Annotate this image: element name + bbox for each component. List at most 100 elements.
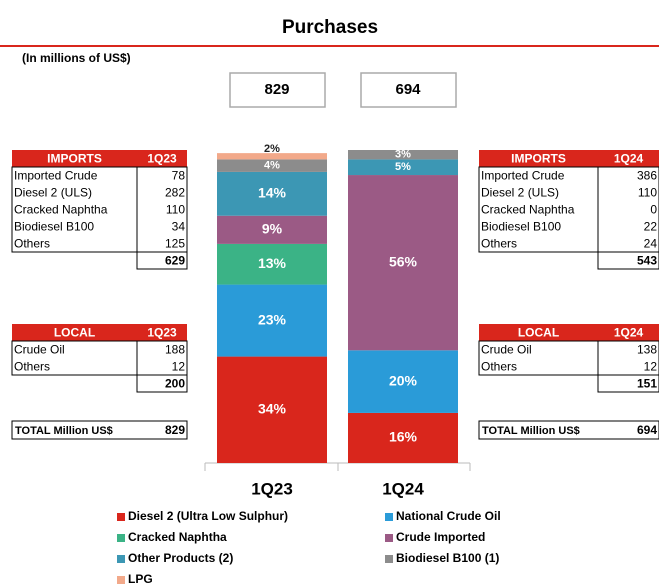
bar-segment	[348, 150, 458, 160]
subtitle: (In millions of US$)	[22, 51, 131, 65]
table-total-box	[136, 374, 188, 393]
bar-segment	[217, 171, 327, 216]
table-header-label: 1Q24	[614, 152, 644, 166]
table-cell: Diesel 2 (ULS)	[481, 186, 559, 200]
grand-total-value: 829	[165, 423, 185, 437]
bar-segment	[217, 153, 327, 160]
table-header-label: LOCAL	[54, 326, 95, 340]
total-box	[360, 72, 457, 108]
table-header-label: LOCAL	[518, 326, 559, 340]
bar-segment	[217, 243, 327, 285]
legend-swatch	[385, 555, 393, 563]
table-cell: Diesel 2 (ULS)	[14, 186, 92, 200]
legend-swatch	[117, 555, 125, 563]
grand-total-label: TOTAL Million US$	[482, 425, 580, 437]
table-header-label: IMPORTS	[47, 152, 102, 166]
x-tick-label: 1Q23	[251, 479, 293, 498]
bar-segment	[348, 159, 458, 176]
chart-title: Purchases	[282, 17, 378, 38]
bar-segment	[217, 356, 327, 463]
table-total: 543	[637, 254, 657, 268]
table-border	[11, 166, 188, 253]
total-box	[229, 72, 326, 108]
table-cell: Cracked Naphtha	[14, 203, 108, 217]
table-header-label: 1Q24	[614, 326, 644, 340]
table-border	[11, 340, 188, 376]
table-cell: Biodiesel B100	[481, 220, 561, 234]
bar-segment	[348, 350, 458, 413]
data-label: 5%	[395, 161, 411, 173]
table-cell: 125	[165, 237, 185, 251]
grand-total-box	[478, 420, 659, 440]
table-cell: Others	[14, 360, 50, 374]
table-cell: Others	[481, 237, 517, 251]
x-tick-label: 1Q24	[382, 479, 424, 498]
table-cell: Cracked Naphtha	[481, 203, 575, 217]
grand-total-box	[11, 420, 188, 440]
bar-segment	[217, 159, 327, 172]
table-total-box	[597, 251, 659, 270]
data-label: 23%	[258, 311, 287, 327]
data-label: 13%	[258, 255, 287, 271]
table-cell: 386	[637, 169, 657, 183]
table-header-label: IMPORTS	[511, 152, 566, 166]
table-cell: Others	[481, 360, 517, 374]
table-cell: 78	[172, 169, 186, 183]
legend-label: Diesel 2 (Ultra Low Sulphur)	[128, 509, 288, 523]
legend-label: LPG	[128, 572, 153, 586]
table-header-label: 1Q23	[147, 152, 177, 166]
table-border	[478, 166, 659, 253]
table-cell: Imported Crude	[481, 169, 565, 183]
legend-label: Other Products (2)	[128, 551, 233, 565]
table-cell: Imported Crude	[14, 169, 98, 183]
table-cell: 24	[644, 237, 658, 251]
table-cell: 12	[172, 360, 186, 374]
table-cell: 12	[644, 360, 658, 374]
grand-total-value: 694	[637, 423, 657, 437]
legend-label: Biodiesel B100 (1)	[396, 551, 499, 565]
data-label: 20%	[389, 372, 418, 388]
data-label: 9%	[262, 221, 283, 237]
legend-label: Crude Imported	[396, 530, 485, 544]
table-cell: 22	[644, 220, 658, 234]
data-label: 14%	[258, 185, 287, 201]
table-cell: 138	[637, 343, 657, 357]
table-cell: 282	[165, 186, 185, 200]
bar-segment	[348, 412, 458, 463]
table-cell: Others	[14, 237, 50, 251]
data-label: 3%	[395, 149, 411, 161]
table-total: 151	[637, 377, 657, 391]
table-header-label: 1Q23	[147, 326, 177, 340]
legend-swatch	[385, 513, 393, 521]
data-label: 16%	[389, 429, 418, 445]
legend-swatch	[117, 576, 125, 584]
table-total-box	[136, 251, 188, 270]
data-label: 56%	[389, 253, 418, 269]
table-cell: 34	[172, 220, 186, 234]
table-header	[479, 324, 659, 341]
total-label: 829	[264, 81, 289, 98]
table-cell: Biodiesel B100	[14, 220, 94, 234]
bar-segment	[348, 175, 458, 351]
table-cell: Crude Oil	[14, 343, 65, 357]
table-cell: 110	[638, 186, 657, 200]
table-cell: 110	[166, 203, 185, 217]
table-cell: 188	[165, 343, 185, 357]
data-label: 4%	[264, 160, 280, 172]
table-header	[479, 150, 659, 167]
legend-swatch	[117, 534, 125, 542]
data-label: 34%	[258, 400, 287, 416]
table-total: 200	[165, 377, 185, 391]
table-header	[12, 324, 187, 341]
table-cell: Crude Oil	[481, 343, 532, 357]
bar-segment	[217, 284, 327, 357]
data-label: 2%	[264, 143, 280, 155]
table-border	[478, 340, 659, 376]
legend-swatch	[117, 513, 125, 521]
legend-label: National Crude Oil	[396, 509, 501, 523]
table-cell: 0	[650, 203, 657, 217]
table-total: 629	[165, 254, 185, 268]
bar-segment	[217, 215, 327, 244]
